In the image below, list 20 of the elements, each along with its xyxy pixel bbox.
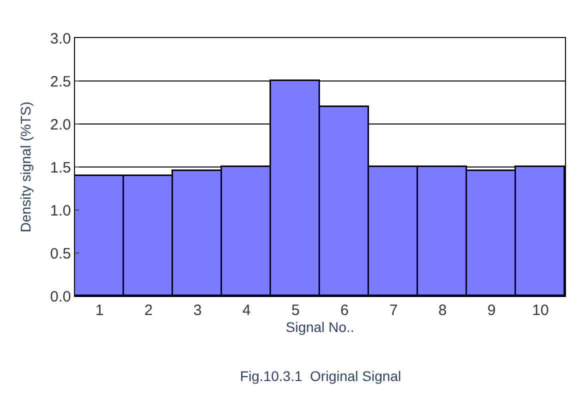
y-tick-label: 2.0 bbox=[50, 116, 71, 134]
x-tick-label: 8 bbox=[438, 302, 447, 319]
x-axis-title: Signal No.. bbox=[286, 319, 354, 335]
x-tick-label: 3 bbox=[193, 302, 202, 319]
y-tick-label: 0.5 bbox=[50, 245, 71, 262]
caption: Fig.10.3.1 Original Signal bbox=[240, 368, 402, 384]
y-tick-label: 1.5 bbox=[50, 159, 71, 176]
y-axis-title: Density signal (%TS) bbox=[18, 102, 34, 232]
x-tick-label: 10 bbox=[532, 302, 549, 319]
x-tick-label: 1 bbox=[95, 302, 104, 319]
x-tick-label: 5 bbox=[291, 302, 300, 319]
x-tick-label: 9 bbox=[487, 302, 496, 319]
y-tick-label: 0.0 bbox=[50, 288, 71, 306]
x-tick-label: 7 bbox=[389, 302, 398, 319]
x-tick-label: 4 bbox=[242, 302, 251, 319]
x-tick-label: 6 bbox=[340, 302, 349, 319]
x-tick-label: 2 bbox=[144, 302, 153, 319]
y-tick-label: 3.0 bbox=[50, 30, 71, 48]
y-tick-label: 2.5 bbox=[50, 73, 71, 90]
y-tick-label: 1.0 bbox=[50, 202, 71, 220]
